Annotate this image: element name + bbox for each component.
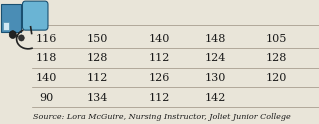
FancyBboxPatch shape — [1, 4, 21, 32]
Text: 134: 134 — [86, 93, 108, 103]
Text: 120: 120 — [265, 73, 287, 83]
Text: 126: 126 — [149, 73, 170, 83]
Text: 105: 105 — [265, 34, 287, 44]
Text: 128: 128 — [86, 53, 108, 63]
Text: 140: 140 — [35, 73, 57, 83]
Circle shape — [19, 35, 24, 41]
Text: 112: 112 — [149, 93, 170, 103]
FancyBboxPatch shape — [22, 1, 48, 30]
Text: 142: 142 — [204, 93, 226, 103]
Text: 140: 140 — [149, 34, 170, 44]
Text: 90: 90 — [39, 93, 53, 103]
Text: 112: 112 — [149, 53, 170, 63]
Text: 118: 118 — [35, 53, 57, 63]
Circle shape — [9, 31, 16, 39]
FancyBboxPatch shape — [3, 22, 9, 30]
Text: 112: 112 — [86, 73, 108, 83]
Text: 128: 128 — [265, 53, 287, 63]
Text: 124: 124 — [204, 53, 226, 63]
Text: 130: 130 — [204, 73, 226, 83]
Text: 150: 150 — [86, 34, 108, 44]
Text: Source: Lora McGuire, Nursing Instructor, Joliet Junior College: Source: Lora McGuire, Nursing Instructor… — [33, 113, 291, 121]
Text: 116: 116 — [35, 34, 57, 44]
Text: 148: 148 — [204, 34, 226, 44]
